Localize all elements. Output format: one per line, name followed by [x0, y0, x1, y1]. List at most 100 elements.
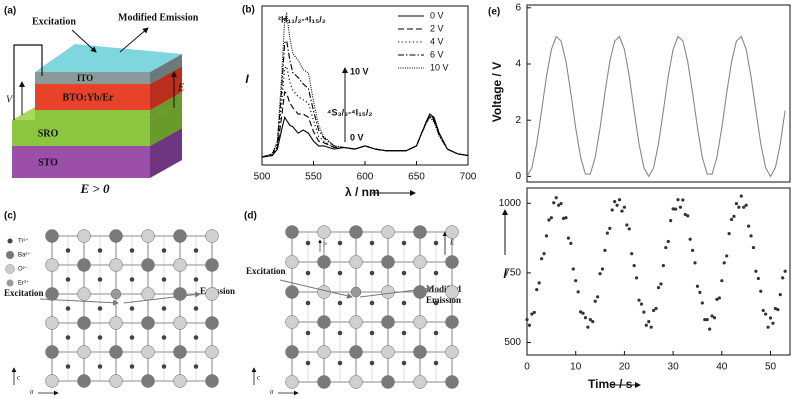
data-point	[761, 308, 765, 313]
o-ion	[285, 315, 299, 329]
axis-label: c	[257, 374, 261, 382]
data-point	[569, 241, 573, 245]
ti-ion	[369, 300, 375, 306]
panel-label: (b)	[242, 5, 255, 16]
data-point	[656, 286, 661, 290]
lattice-d-labels: (d) Excitation Modified Emission E P c a	[244, 211, 461, 396]
ti-ion	[97, 306, 103, 311]
emission-arrow	[119, 27, 149, 53]
layer-label: BTO:Yb/Er	[63, 92, 114, 103]
data-point	[754, 269, 758, 273]
y-tick-label: 750	[504, 268, 521, 279]
ti-ion	[161, 364, 167, 369]
data-point	[581, 311, 585, 315]
data-point	[700, 301, 704, 305]
excitation-path	[279, 279, 353, 299]
data-point	[549, 216, 553, 220]
data-point	[610, 208, 614, 212]
o-ion	[109, 258, 123, 272]
data-point	[732, 214, 736, 218]
polarization-symbol: P	[322, 242, 327, 248]
data-point	[547, 218, 551, 222]
interlayer	[35, 110, 150, 120]
ba-ion	[45, 229, 59, 243]
x-axis-label: Time / s	[588, 377, 633, 391]
ti-ion	[401, 360, 407, 366]
data-point	[739, 194, 743, 198]
series-line	[261, 113, 469, 158]
data-point	[574, 279, 578, 283]
data-point	[576, 290, 580, 294]
o-ion	[413, 315, 427, 329]
data-point	[554, 196, 558, 200]
ba-ion	[45, 345, 59, 359]
data-point	[561, 216, 566, 220]
data-point	[564, 216, 568, 220]
o-ion	[349, 375, 363, 389]
ba-ion	[317, 255, 331, 269]
ti-ion	[65, 248, 71, 253]
x-tick-label: 20	[619, 362, 631, 373]
ti-ion	[401, 270, 407, 276]
data-point	[608, 226, 612, 230]
ti-ion	[65, 277, 71, 282]
ti-ion	[369, 240, 375, 246]
ba-ion	[445, 255, 459, 269]
ba-ion	[285, 345, 299, 359]
ba-ion	[173, 345, 187, 359]
data-point	[644, 323, 648, 327]
device-schematic: (a) Excitation Modified Emission ITO BTO…	[4, 6, 199, 196]
data-point	[586, 325, 590, 329]
x-axis-label: λ / nm	[345, 185, 380, 199]
data-point	[703, 318, 707, 322]
y-tick-label: 6	[515, 2, 521, 13]
ti-ion	[401, 300, 407, 306]
sro-side	[150, 102, 182, 146]
ti-ion	[129, 277, 135, 282]
data-point	[776, 308, 780, 312]
ti-ion	[97, 277, 103, 282]
data-point	[708, 327, 712, 331]
ba-ion	[445, 315, 459, 329]
o-ion	[77, 345, 91, 359]
data-point	[544, 234, 549, 238]
ba-ion	[381, 315, 395, 329]
ti-ion	[305, 360, 311, 366]
panel-label: (e)	[488, 7, 500, 18]
o-ion	[205, 229, 219, 243]
o-ion	[45, 316, 59, 330]
ti-ion	[305, 240, 311, 246]
ti-ion	[193, 364, 199, 369]
ti-ion	[337, 360, 343, 366]
data-point	[659, 282, 663, 286]
data-point	[530, 312, 534, 316]
y-axis-label: Voltage / V	[490, 62, 504, 122]
layer-label: SRO	[38, 128, 59, 139]
data-point	[756, 276, 760, 281]
data-point	[647, 320, 651, 324]
sto-front	[12, 146, 150, 178]
ba-ion	[77, 374, 91, 388]
o-ion	[77, 287, 91, 301]
data-point	[627, 227, 631, 231]
data-point	[617, 198, 622, 202]
ito-top	[35, 44, 182, 72]
legend-label: 10 V	[430, 62, 449, 72]
data-point	[725, 254, 729, 258]
ba-ion	[445, 375, 459, 389]
o-ion	[317, 345, 331, 359]
data-point	[571, 267, 575, 271]
ti-ion	[193, 335, 199, 340]
ba-ion	[205, 316, 219, 330]
ba-ion	[381, 255, 395, 269]
legend-label: 2 V	[430, 23, 444, 33]
o-ion	[445, 345, 459, 359]
o-ion	[445, 225, 459, 239]
data-point	[676, 198, 680, 202]
data-point	[695, 284, 700, 288]
axis-label: a	[270, 388, 274, 396]
ba-ion	[413, 345, 427, 359]
data-point	[605, 231, 609, 235]
data-point	[666, 239, 670, 244]
ba-ion	[109, 345, 123, 359]
